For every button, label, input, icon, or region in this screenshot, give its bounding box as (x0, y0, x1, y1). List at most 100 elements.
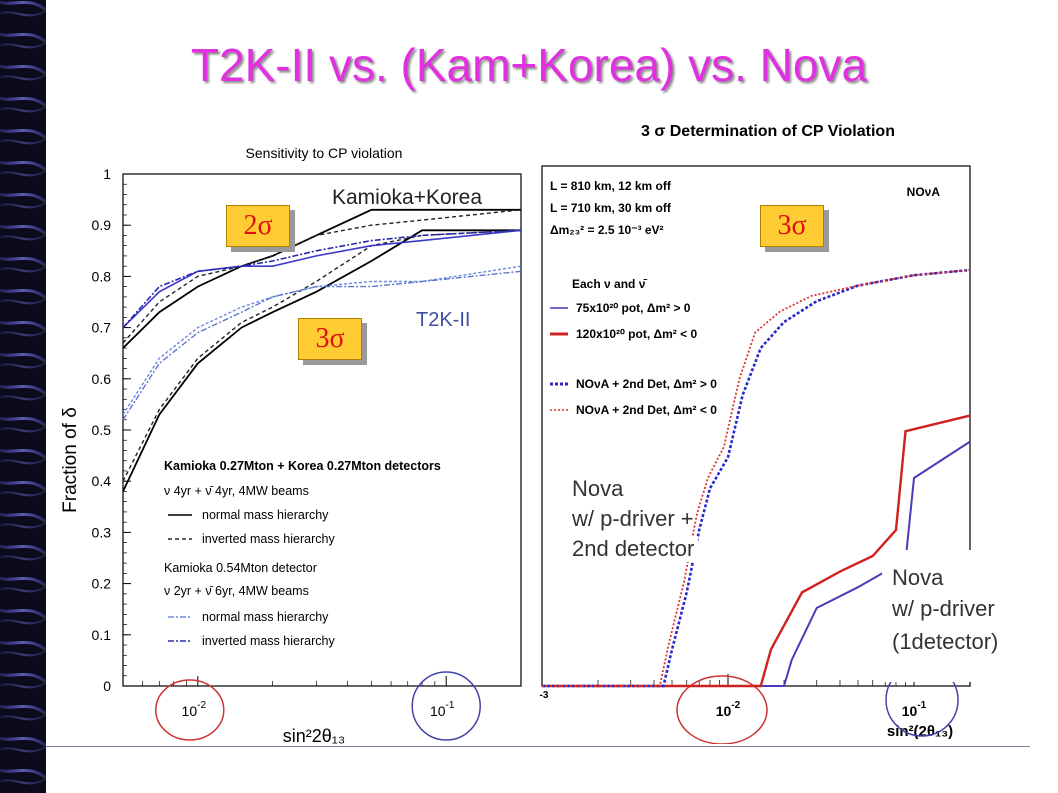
strip-wave (0, 617, 46, 625)
sigma-box-3: 3σ (298, 318, 362, 360)
right-xtick-label: 10-1 (902, 700, 927, 719)
strip-wave (0, 457, 46, 465)
strip-wave (0, 64, 46, 77)
right-legend-entry: 75x10²⁰ pot, Δm² > 0 (576, 301, 691, 315)
strip-wave (0, 512, 46, 525)
left-xtick-label: 10-2 (182, 700, 207, 719)
strip-wave (0, 233, 46, 241)
left-series-line (122, 229, 522, 329)
right-info-text: Δm₂₃² = 2.5 10⁻³ eV² (550, 223, 664, 237)
left-series-line (122, 270, 522, 421)
left-highlight-circle-red (155, 679, 225, 741)
left-ytick-label: 0.8 (92, 268, 112, 284)
left-chart-title: Sensitivity to CP violation (246, 145, 403, 161)
nova-2nd-label-3: 2nd detector (572, 536, 699, 562)
strip-wave (0, 777, 46, 785)
left-ytick-label: 0.5 (92, 422, 112, 438)
strip-wave (0, 297, 46, 305)
left-chart-ylabel: Fraction of δ (60, 407, 81, 513)
strip-wave (0, 192, 46, 205)
strip-wave (0, 160, 46, 173)
t2k-ii-label: T2K-II (416, 309, 471, 331)
strip-wave (0, 128, 46, 141)
right-corner-label: NOνA (907, 185, 941, 199)
strip-wave (0, 608, 46, 621)
right-legend-entry: NOνA + 2nd Det, Δm² < 0 (576, 403, 717, 417)
strip-wave (0, 768, 46, 781)
sigma-box-2: 2σ (226, 205, 290, 247)
strip-wave (0, 9, 46, 17)
strip-wave (0, 448, 46, 461)
sigma-box-3-right: 3σ (760, 205, 824, 247)
strip-wave (0, 105, 46, 113)
nova-2nd-label-1: Nova (572, 476, 624, 501)
left-series-line (122, 265, 522, 415)
strip-wave (0, 416, 46, 429)
left-legend-entry: normal mass hierarchy (202, 508, 329, 522)
left-ytick-label: 0.6 (92, 371, 112, 387)
strip-wave (0, 480, 46, 493)
strip-wave (0, 681, 46, 689)
strip-wave (0, 73, 46, 81)
left-legend-entry: inverted mass hierarchy (202, 634, 335, 648)
strip-wave (0, 393, 46, 401)
strip-wave (0, 576, 46, 589)
decorative-left-strip (0, 0, 46, 793)
right-xtick-label: 10-2 (716, 700, 741, 719)
left-xtick-label: 10-1 (430, 700, 455, 719)
nova-1det-label-3: (1detector) (892, 629, 999, 654)
right-chart: 3 σ Determination of CP Violation sin²(2… (540, 123, 971, 745)
nova-1det-box (882, 550, 1026, 682)
nova-1det-label-1: Nova (892, 565, 944, 590)
right-info-text: L = 710 km, 30 km off (550, 201, 672, 215)
left-ytick-label: 0 (103, 678, 111, 694)
strip-wave (0, 544, 46, 557)
right-chart-title: 3 σ Determination of CP Violation (641, 123, 895, 140)
strip-wave (0, 713, 46, 721)
right-legend-entry: NOνA + 2nd Det, Δm² > 0 (576, 377, 717, 391)
strip-wave (0, 288, 46, 301)
left-series-line (122, 229, 521, 492)
right-legend-entry: 120x10²⁰ pot, Δm² < 0 (576, 327, 697, 341)
strip-wave (0, 265, 46, 273)
strip-wave (0, 361, 46, 369)
strip-wave (0, 256, 46, 269)
strip-wave (0, 640, 46, 653)
strip-wave (0, 736, 46, 749)
left-series-line (122, 229, 522, 482)
left-series-line (122, 229, 522, 329)
strip-wave (0, 201, 46, 209)
strip-wave (0, 96, 46, 109)
left-ytick-label: 0.3 (92, 524, 112, 540)
strip-wave (0, 649, 46, 657)
left-ytick-label: 1 (103, 166, 111, 182)
left-chart: Sensitivity to CP violation Fraction of … (60, 145, 522, 746)
nova-2nd-label-2: w/ p-driver + (572, 506, 694, 531)
strip-wave (0, 41, 46, 49)
strip-wave (0, 672, 46, 685)
strip-wave (0, 489, 46, 497)
strip-wave (0, 585, 46, 593)
left-ytick-label: 0.2 (92, 576, 112, 592)
strip-wave (0, 521, 46, 529)
left-ytick-label: 0.4 (92, 473, 112, 489)
kamioka-korea-label: Kamioka+Korea (332, 186, 483, 209)
strip-wave (0, 553, 46, 561)
right-series-line (542, 268, 971, 688)
right-legend-header: Each ν and ν̄ (572, 277, 647, 291)
left-legend-group1-beam: ν 4yr + ν̄ 4yr, 4MW beams (164, 484, 309, 498)
left-legend-group1-title: Kamioka 0.27Mton + Korea 0.27Mton detect… (164, 459, 441, 473)
strip-wave (0, 137, 46, 145)
slide-title: T2K-II vs. (Kam+Korea) vs. Nova (190, 39, 868, 91)
strip-wave (0, 169, 46, 177)
strip-wave (0, 329, 46, 337)
left-series-line (122, 209, 522, 344)
left-highlight-circle-blue (411, 671, 481, 741)
left-chart-xlabel: sin²2θ₁₃ (283, 726, 345, 746)
strip-wave (0, 704, 46, 717)
strip-wave (0, 224, 46, 237)
left-ytick-label: 0.9 (92, 217, 112, 233)
strip-wave (0, 425, 46, 433)
right-chart-xlabel: sin²(2θ₁₃) (887, 723, 953, 740)
left-legend-entry: inverted mass hierarchy (202, 532, 335, 546)
